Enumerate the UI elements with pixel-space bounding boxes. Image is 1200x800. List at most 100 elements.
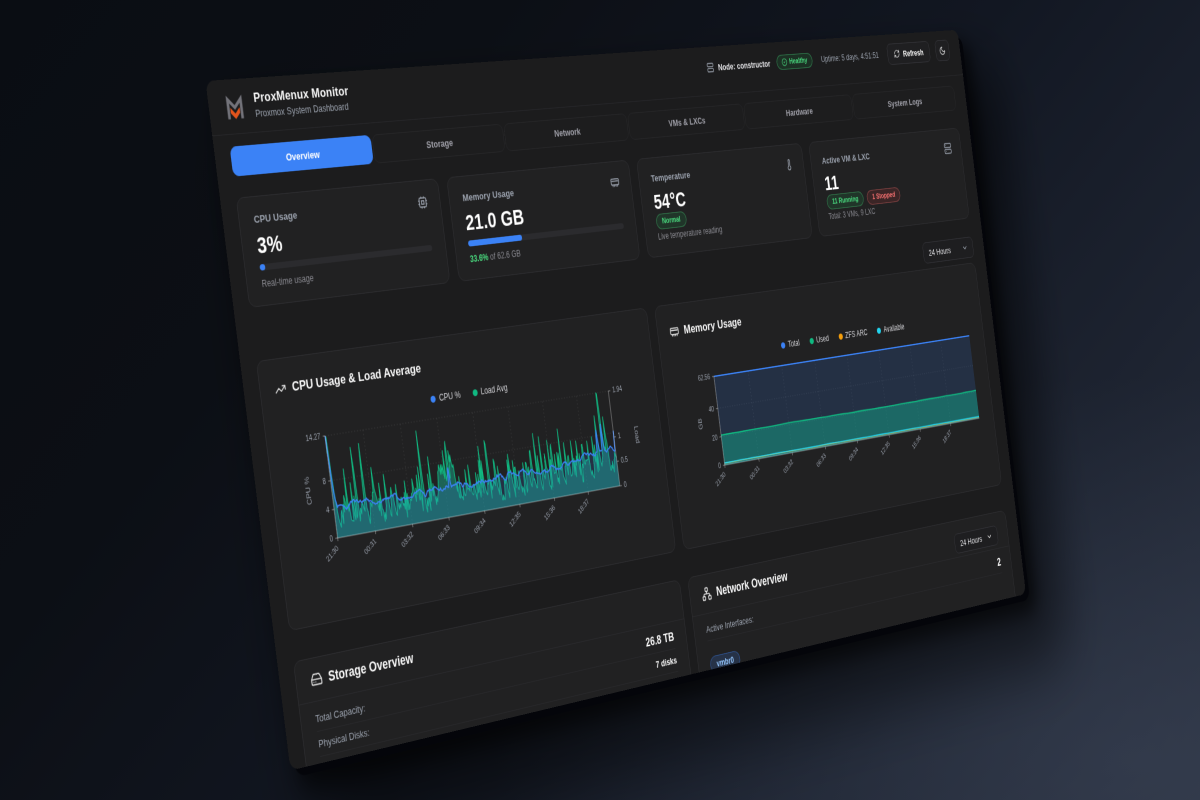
chevron-down-icon: [986, 531, 993, 541]
y-tick-label: 4: [326, 505, 330, 515]
node-name: Node: constructor: [717, 58, 771, 73]
y-tick-label: 40: [708, 405, 714, 415]
tab-storage[interactable]: Storage: [371, 123, 506, 164]
y-tick-label: 0: [329, 534, 333, 544]
row-value: 2: [996, 556, 1002, 569]
x-tick-label: 00:31: [748, 464, 761, 482]
theme-toggle-button[interactable]: [934, 39, 951, 62]
y-tick-label: 0.5: [620, 455, 628, 465]
y-tick-label: 1.94: [612, 384, 623, 394]
x-tick-label: 03:32: [400, 529, 415, 549]
metric-value: 3%: [255, 231, 284, 259]
cpu-load-chart: 0 4 8 14.27 0 0.5 1 1.94 21:30 00:31 03:32 06:33 09:…: [303, 384, 641, 563]
x-tick-label: 15:36: [911, 434, 922, 451]
uptime-text: Uptime: 5 days, 4:51:51: [820, 50, 880, 65]
row-label: Physical Disks:: [317, 726, 371, 750]
metric-value: 11: [823, 172, 840, 196]
refresh-button[interactable]: Refresh: [885, 40, 931, 66]
tab-label: Overview: [285, 148, 321, 163]
tab-label: VMs & LXCs: [667, 114, 706, 129]
cpu-load-chart-card: CPU Usage & Load Average CPU % Load Avg 0…: [256, 307, 677, 632]
y-tick-label: 20: [712, 433, 718, 443]
tab-network[interactable]: Network: [503, 113, 630, 152]
refresh-label: Refresh: [902, 46, 925, 59]
temperature-status-badge: Normal: [655, 210, 688, 230]
row-value: 26.8 TB: [645, 630, 675, 650]
x-tick-label: 18:37: [941, 428, 952, 445]
y-tick-label: 0: [718, 461, 722, 470]
tab-label: Hardware: [785, 105, 814, 118]
cpu-icon: [417, 195, 429, 210]
metric-card-cpu-usage: CPU Usage 3% Real-time usage: [235, 178, 451, 308]
metric-title: CPU Usage: [253, 209, 298, 226]
memory-chart: 0 20 40 62.56 21:30 00:31 03:32 06:33 09:34 12:35…: [697, 263, 1002, 488]
network-timeframe-select[interactable]: 24 Hours: [953, 525, 999, 555]
tab-overview[interactable]: Overview: [229, 134, 374, 177]
y-tick-label: 8: [322, 477, 326, 487]
metric-subtitle: 33.6% of 62.6 GB: [469, 248, 522, 265]
x-tick-label: 06:33: [815, 451, 827, 469]
memory-chart-card: Memory Usage Total Used ZFS ARC Available 0…: [654, 262, 1002, 551]
x-tick-label: 00:31: [362, 536, 377, 556]
cpu-progress-bar: [259, 244, 433, 271]
x-tick-label: 06:33: [436, 523, 451, 543]
network-icon: [701, 586, 712, 602]
thermometer-icon: [784, 158, 794, 171]
refresh-icon: [893, 49, 900, 59]
vm-stopped-badge: 1 Stopped: [866, 186, 902, 206]
metric-title: Temperature: [650, 169, 691, 184]
metric-title: Memory Usage: [461, 187, 515, 204]
check-circle-icon: [781, 58, 787, 67]
health-badge-label: Healthy: [788, 56, 808, 66]
x-tick-label: 09:34: [473, 516, 488, 536]
row-value: 7 disks: [655, 654, 678, 670]
x-tick-label: 21:30: [714, 470, 727, 488]
y-axis-label: GB: [697, 418, 704, 430]
network-title: Network Overview: [715, 568, 789, 599]
x-tick-label: 12:35: [879, 439, 891, 456]
x-tick-label: 18:37: [577, 497, 591, 516]
x-tick-label: 15:36: [543, 503, 557, 522]
metric-value: 21.0 GB: [464, 205, 526, 236]
y-tick-label: 14.27: [305, 432, 321, 444]
y-axis-right-label: Load: [633, 425, 641, 444]
tab-label: Storage: [425, 136, 454, 151]
y-tick-label: 0: [623, 480, 627, 489]
tab-hardware[interactable]: Hardware: [742, 94, 855, 130]
metric-card-temperature: Temperature 54°C Normal Live temperature…: [636, 142, 813, 259]
app-header: ProxMenux Monitor Proxmox System Dashboa…: [205, 29, 963, 137]
storage-title: Storage Overview: [327, 650, 415, 684]
node-label: Node: constructor: [706, 58, 771, 74]
timeframe-select[interactable]: 24 Hours: [921, 236, 975, 264]
timeframe-value: 24 Hours: [959, 533, 983, 548]
metric-card-memory-usage: Memory Usage 21.0 GB 33.6% of 62.6 GB: [446, 159, 641, 282]
row-label: Active Interfaces:: [705, 613, 755, 636]
proxmenux-logo-icon: [222, 91, 248, 122]
metric-title: Active VM & LXC: [821, 151, 871, 167]
x-tick-label: 21:30: [324, 543, 340, 563]
x-tick-label: 12:35: [508, 509, 522, 528]
charts-row: CPU Usage & Load Average CPU % Load Avg 0…: [256, 262, 1002, 632]
tab-vms-lxcs[interactable]: VMs & LXCs: [627, 103, 746, 141]
node-icon: [706, 62, 715, 74]
tab-label: System Logs: [887, 95, 923, 109]
x-tick-label: 09:34: [848, 445, 860, 463]
metric-subtitle: Real-time usage: [261, 272, 315, 290]
memory-icon: [610, 176, 621, 190]
chevron-down-icon: [961, 243, 968, 253]
health-badge: Healthy: [775, 52, 814, 71]
vm-running-badge: 11 Running: [826, 190, 865, 210]
hard-drive-icon: [310, 670, 324, 688]
y-tick-label: 1: [617, 431, 621, 440]
metric-card-active-vm-lxc: Active VM & LXC 11 11 Running 1 Stopped T…: [808, 127, 970, 237]
y-tick-label: 62.56: [698, 373, 711, 384]
timeframe-value: 24 Hours: [928, 244, 952, 258]
moon-icon: [939, 45, 946, 55]
brand: ProxMenux Monitor Proxmox System Dashboa…: [222, 84, 351, 122]
dashboard-page: ProxMenux Monitor Proxmox System Dashboa…: [205, 29, 1027, 771]
tab-system-logs[interactable]: System Logs: [851, 85, 957, 120]
y-axis-label: CPU %: [303, 476, 314, 505]
server-icon: [943, 142, 952, 154]
x-tick-label: 03:32: [782, 457, 794, 475]
tab-label: Network: [553, 125, 582, 139]
